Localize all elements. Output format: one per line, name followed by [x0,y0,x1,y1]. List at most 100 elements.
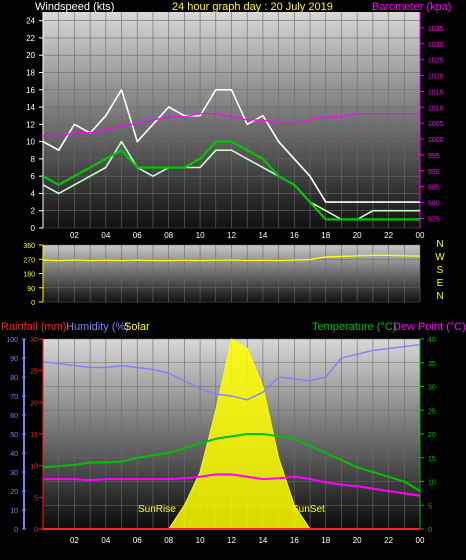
barometer-line [43,112,420,137]
solar-axis-title: Solar [124,321,150,333]
barometer-tick-label: 985 [428,185,440,192]
humidity-tick-label: 90 [10,356,18,363]
x-tick-label-bottom: 14 [258,536,267,545]
compass-label: E [437,278,444,289]
x-tick-label-bottom: 16 [290,536,299,545]
compass-label: N [436,291,443,302]
temperature-tick-label: 25 [428,408,436,415]
temperature-tick-label: 40 [428,337,436,344]
x-tick-label-bottom: 04 [101,536,110,545]
wind-trend-line [42,140,420,221]
barometer-tick-label: 990 [428,169,440,176]
wind-tick-label: 0 [31,224,36,233]
x-tick-label: 18 [321,231,330,240]
wind-tick-label: 6 [31,172,36,181]
x-tick-label-bottom: 18 [321,536,330,545]
wind-tick-label: 4 [31,189,36,198]
x-tick-label: 04 [101,231,110,240]
barometer-tick-label: 1000 [428,137,444,144]
x-tick-label: 12 [227,231,236,240]
temperature-tick-label: 30 [428,385,436,392]
barometer-tick-label: 980 [428,201,440,208]
direction-tick-label: 180 [23,272,35,279]
temperature-tick-label: 10 [428,480,436,487]
axis-layer: 0246810121416182022249759809859909951000… [6,12,445,545]
barometer-tick-label: 1035 [428,26,444,33]
x-tick-label-bottom: 12 [227,536,236,545]
barometer-tick-label: 1020 [428,74,444,81]
barometer-tick-label: 1005 [428,121,444,128]
x-tick-label-bottom: 00 [416,536,425,545]
temperature-tick-label: 35 [428,361,436,368]
rainfall-tick-label: 5 [34,495,38,502]
temperature-axis-title: Temperature (°C) [312,321,396,333]
humidity-tick-label: 10 [10,508,18,515]
humidity-tick-label: 60 [10,413,18,420]
x-tick-label: 22 [384,231,393,240]
wind-tick-label: 16 [26,86,35,95]
wind-tick-label: 14 [26,103,35,112]
rainfall-tick-label: 25 [30,369,38,376]
x-tick-label-bottom: 06 [133,536,142,545]
barometer-tick-label: 1010 [428,105,444,112]
wind-tick-label: 2 [31,207,36,216]
x-tick-label: 06 [133,231,142,240]
humidity-tick-label: 100 [6,337,18,344]
wind-tick-label: 22 [26,34,35,43]
x-tick-label-bottom: 02 [70,536,79,545]
windspeed-axis-title: Windspeed (kts) [35,1,114,13]
humidity-tick-label: 50 [10,432,18,439]
sunset-label: SunSet [292,504,325,515]
wind-direction-line [42,254,421,262]
temperature-tick-label: 0 [428,527,432,534]
humidity-tick-label: 20 [10,489,18,496]
humidity-tick-label: 30 [10,470,18,477]
humidity-tick-label: 70 [10,394,18,401]
x-tick-label: 14 [258,231,267,240]
barometer-tick-label: 975 [428,216,440,223]
rainfall-tick-label: 10 [30,464,38,471]
sunrise-label: SunRise [138,504,176,515]
rainfall-tick-label: 20 [30,400,38,407]
humidity-axis-title: Humidity (%) [66,321,129,333]
wind-tick-label: 10 [26,138,35,147]
x-tick-label: 00 [416,231,425,240]
dewpoint-line [43,473,421,497]
wind-tick-label: 24 [26,17,35,26]
humidity-line [42,344,421,401]
x-tick-label: 10 [196,231,205,240]
barometer-tick-label: 1030 [428,42,444,49]
rainfall-axis-title: Rainfall (mm) [1,321,66,333]
humidity-tick-label: 80 [10,375,18,382]
wind-tick-label: 8 [31,155,36,164]
x-tick-label-bottom: 20 [353,536,362,545]
rainfall-tick-label: 30 [30,337,38,344]
wind-tick-label: 20 [26,51,35,60]
wind-tick-label: 18 [26,68,35,77]
temperature-line [42,433,421,492]
series-layer [42,89,421,530]
direction-tick-label: 360 [23,243,35,250]
wind-tick-label: 12 [26,120,35,129]
compass-label: W [435,252,445,263]
rainfall-tick-label: 15 [30,432,38,439]
humidity-tick-label: 40 [10,451,18,458]
x-tick-label: 16 [290,231,299,240]
compass-label: S [437,265,444,276]
compass-label: N [436,239,443,250]
humidity-tick-label: 0 [14,527,18,534]
x-tick-label-bottom: 08 [164,536,173,545]
direction-tick-label: 0 [31,300,35,307]
rainfall-tick-label: 0 [34,527,38,534]
x-tick-label-bottom: 10 [196,536,205,545]
x-tick-label-bottom: 22 [384,536,393,545]
barometer-tick-label: 1015 [428,89,444,96]
barometer-tick-label: 995 [428,153,440,160]
x-tick-label: 02 [70,231,79,240]
barometer-tick-label: 1025 [428,58,444,65]
wind-gust-line [42,89,420,203]
direction-tick-label: 90 [27,286,35,293]
temperature-tick-label: 20 [428,432,436,439]
